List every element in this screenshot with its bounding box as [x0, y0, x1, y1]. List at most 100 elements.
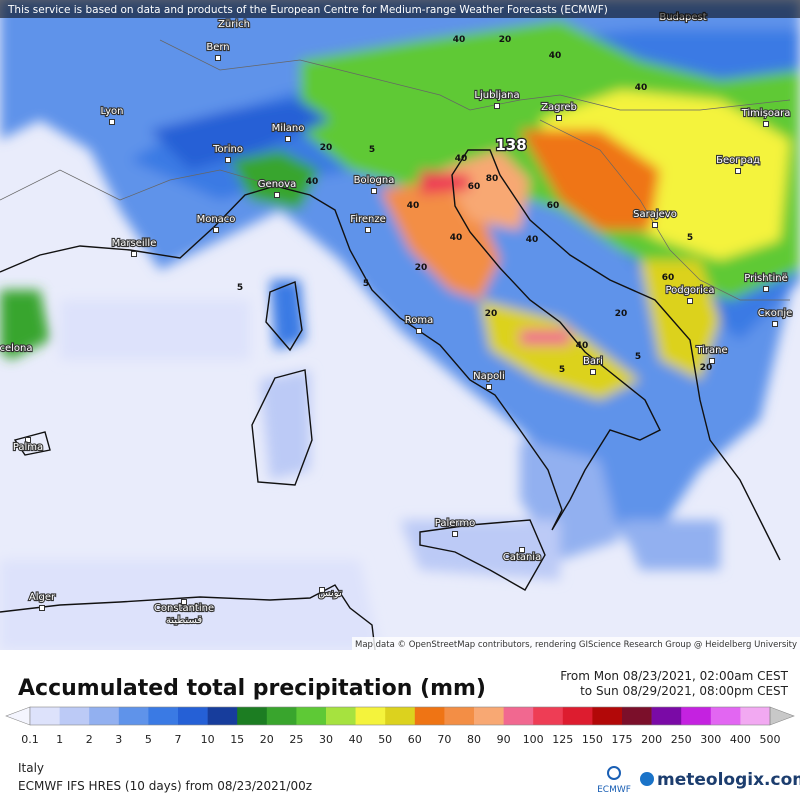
color-scale: 0.1 1 2 3 5 7 10 15 20 25 30 40 50 60 70 80 90 100 125 150 1…: [5, 706, 795, 746]
scale-cell: [533, 707, 564, 725]
scale-cell: [710, 707, 741, 725]
scale-cell: [118, 707, 149, 725]
scale-label: 40: [349, 733, 363, 746]
city-dot: [709, 358, 715, 364]
city-label: Bari: [583, 356, 603, 367]
contour-label: 20: [415, 263, 428, 273]
max-label: 138: [495, 136, 526, 154]
scale-label: 0.1: [21, 733, 39, 746]
contour-label: 60: [468, 182, 481, 192]
city-label: Milano: [272, 123, 305, 134]
scale-label: 90: [497, 733, 511, 746]
contour-label: 5: [687, 233, 693, 243]
contour-label: 20: [700, 363, 713, 373]
scale-label: 30: [319, 733, 333, 746]
city-label: Ljubljana: [474, 90, 519, 101]
scale-label: 125: [552, 733, 573, 746]
city-label: Bern: [206, 42, 229, 53]
scale-cell: [207, 707, 238, 725]
scale-outline: [29, 706, 771, 726]
contour-label: 5: [635, 352, 641, 362]
city-dot: [735, 168, 741, 174]
contour-label: 80: [486, 174, 499, 184]
contour-label: 5: [559, 365, 565, 375]
contour-label: 40: [306, 177, 319, 187]
contour-label: 5: [237, 283, 243, 293]
city-dot: [772, 321, 778, 327]
scale-cell: [681, 707, 712, 725]
scale-label: 25: [289, 733, 303, 746]
city-dot: [365, 227, 371, 233]
city-label: Tirane: [695, 345, 727, 356]
contour-label: 20: [485, 309, 498, 319]
city-label: Zürich: [218, 19, 250, 30]
city-dot: [274, 192, 280, 198]
city-dot: [687, 298, 693, 304]
scale-cell: [622, 707, 652, 725]
above-arrow: [769, 706, 795, 726]
contour-label: 20: [320, 143, 333, 153]
model-run: ECMWF IFS HRES (10 days) from 08/23/2021…: [18, 779, 312, 793]
scale-cell: [30, 707, 60, 725]
scale-label: 20: [260, 733, 274, 746]
city-dot: [25, 437, 31, 443]
scale-label: 250: [671, 733, 692, 746]
city-dot: [109, 119, 115, 125]
scale-cell: [178, 707, 208, 725]
contour-label: 40: [407, 201, 420, 211]
scale-label: 5: [145, 733, 152, 746]
scale-cell: [326, 707, 356, 725]
scale-label: 70: [437, 733, 451, 746]
brand-logo: [640, 772, 654, 786]
scale-cell: [474, 707, 504, 725]
scale-label: 200: [641, 733, 662, 746]
city-label: Sarajevo: [633, 209, 677, 220]
city-dot: [319, 587, 325, 593]
scale-cell: [266, 707, 297, 725]
scale-label: 150: [582, 733, 603, 746]
scale-cell: [148, 707, 179, 725]
scale-cell: [59, 707, 90, 725]
map: ZürichBernBudapestLyonLjubljanaZagrebTim…: [0, 0, 800, 650]
scale-cell: [237, 707, 268, 725]
attribution-bg: [352, 637, 800, 650]
city-dot: [452, 531, 458, 537]
city-dot: [285, 136, 291, 142]
scale-cell: [355, 707, 386, 725]
city-dot: [131, 251, 137, 257]
contour-label: 5: [369, 145, 375, 155]
scale-label: 100: [523, 733, 544, 746]
scale-cell: [89, 707, 120, 725]
scale-label: 60: [408, 733, 422, 746]
city-dot: [416, 328, 422, 334]
contour-label: 60: [547, 201, 560, 211]
scale-cell: [385, 707, 416, 725]
contour-label: 40: [453, 35, 466, 45]
contour-label: 40: [635, 83, 648, 93]
contour-label: 5: [363, 279, 369, 289]
city-label: Lyon: [100, 106, 123, 117]
contour-label: 40: [549, 51, 562, 61]
scale-label: 175: [612, 733, 633, 746]
scale-cell: [414, 707, 445, 725]
city-label: Catania: [503, 552, 541, 563]
city-label: Genova: [258, 179, 296, 190]
city-dot: [763, 286, 769, 292]
city-label: تونس: [318, 588, 342, 599]
contour-label: 40: [576, 341, 589, 351]
scale-cell: [651, 707, 682, 725]
contour-label: 40: [526, 235, 539, 245]
scale-label: 3: [115, 733, 122, 746]
city-label: Zagreb: [541, 102, 577, 113]
city-label: Roma: [405, 315, 434, 326]
city-label: Torino: [212, 144, 243, 155]
city-dot: [39, 605, 45, 611]
city-label: Timișoara: [741, 108, 791, 119]
city-label: Palma: [13, 442, 43, 453]
coastlines: [0, 149, 781, 650]
scale-label: 1: [56, 733, 63, 746]
city-dot: [556, 115, 562, 121]
region: Italy: [18, 761, 44, 775]
borders: [0, 39, 791, 301]
